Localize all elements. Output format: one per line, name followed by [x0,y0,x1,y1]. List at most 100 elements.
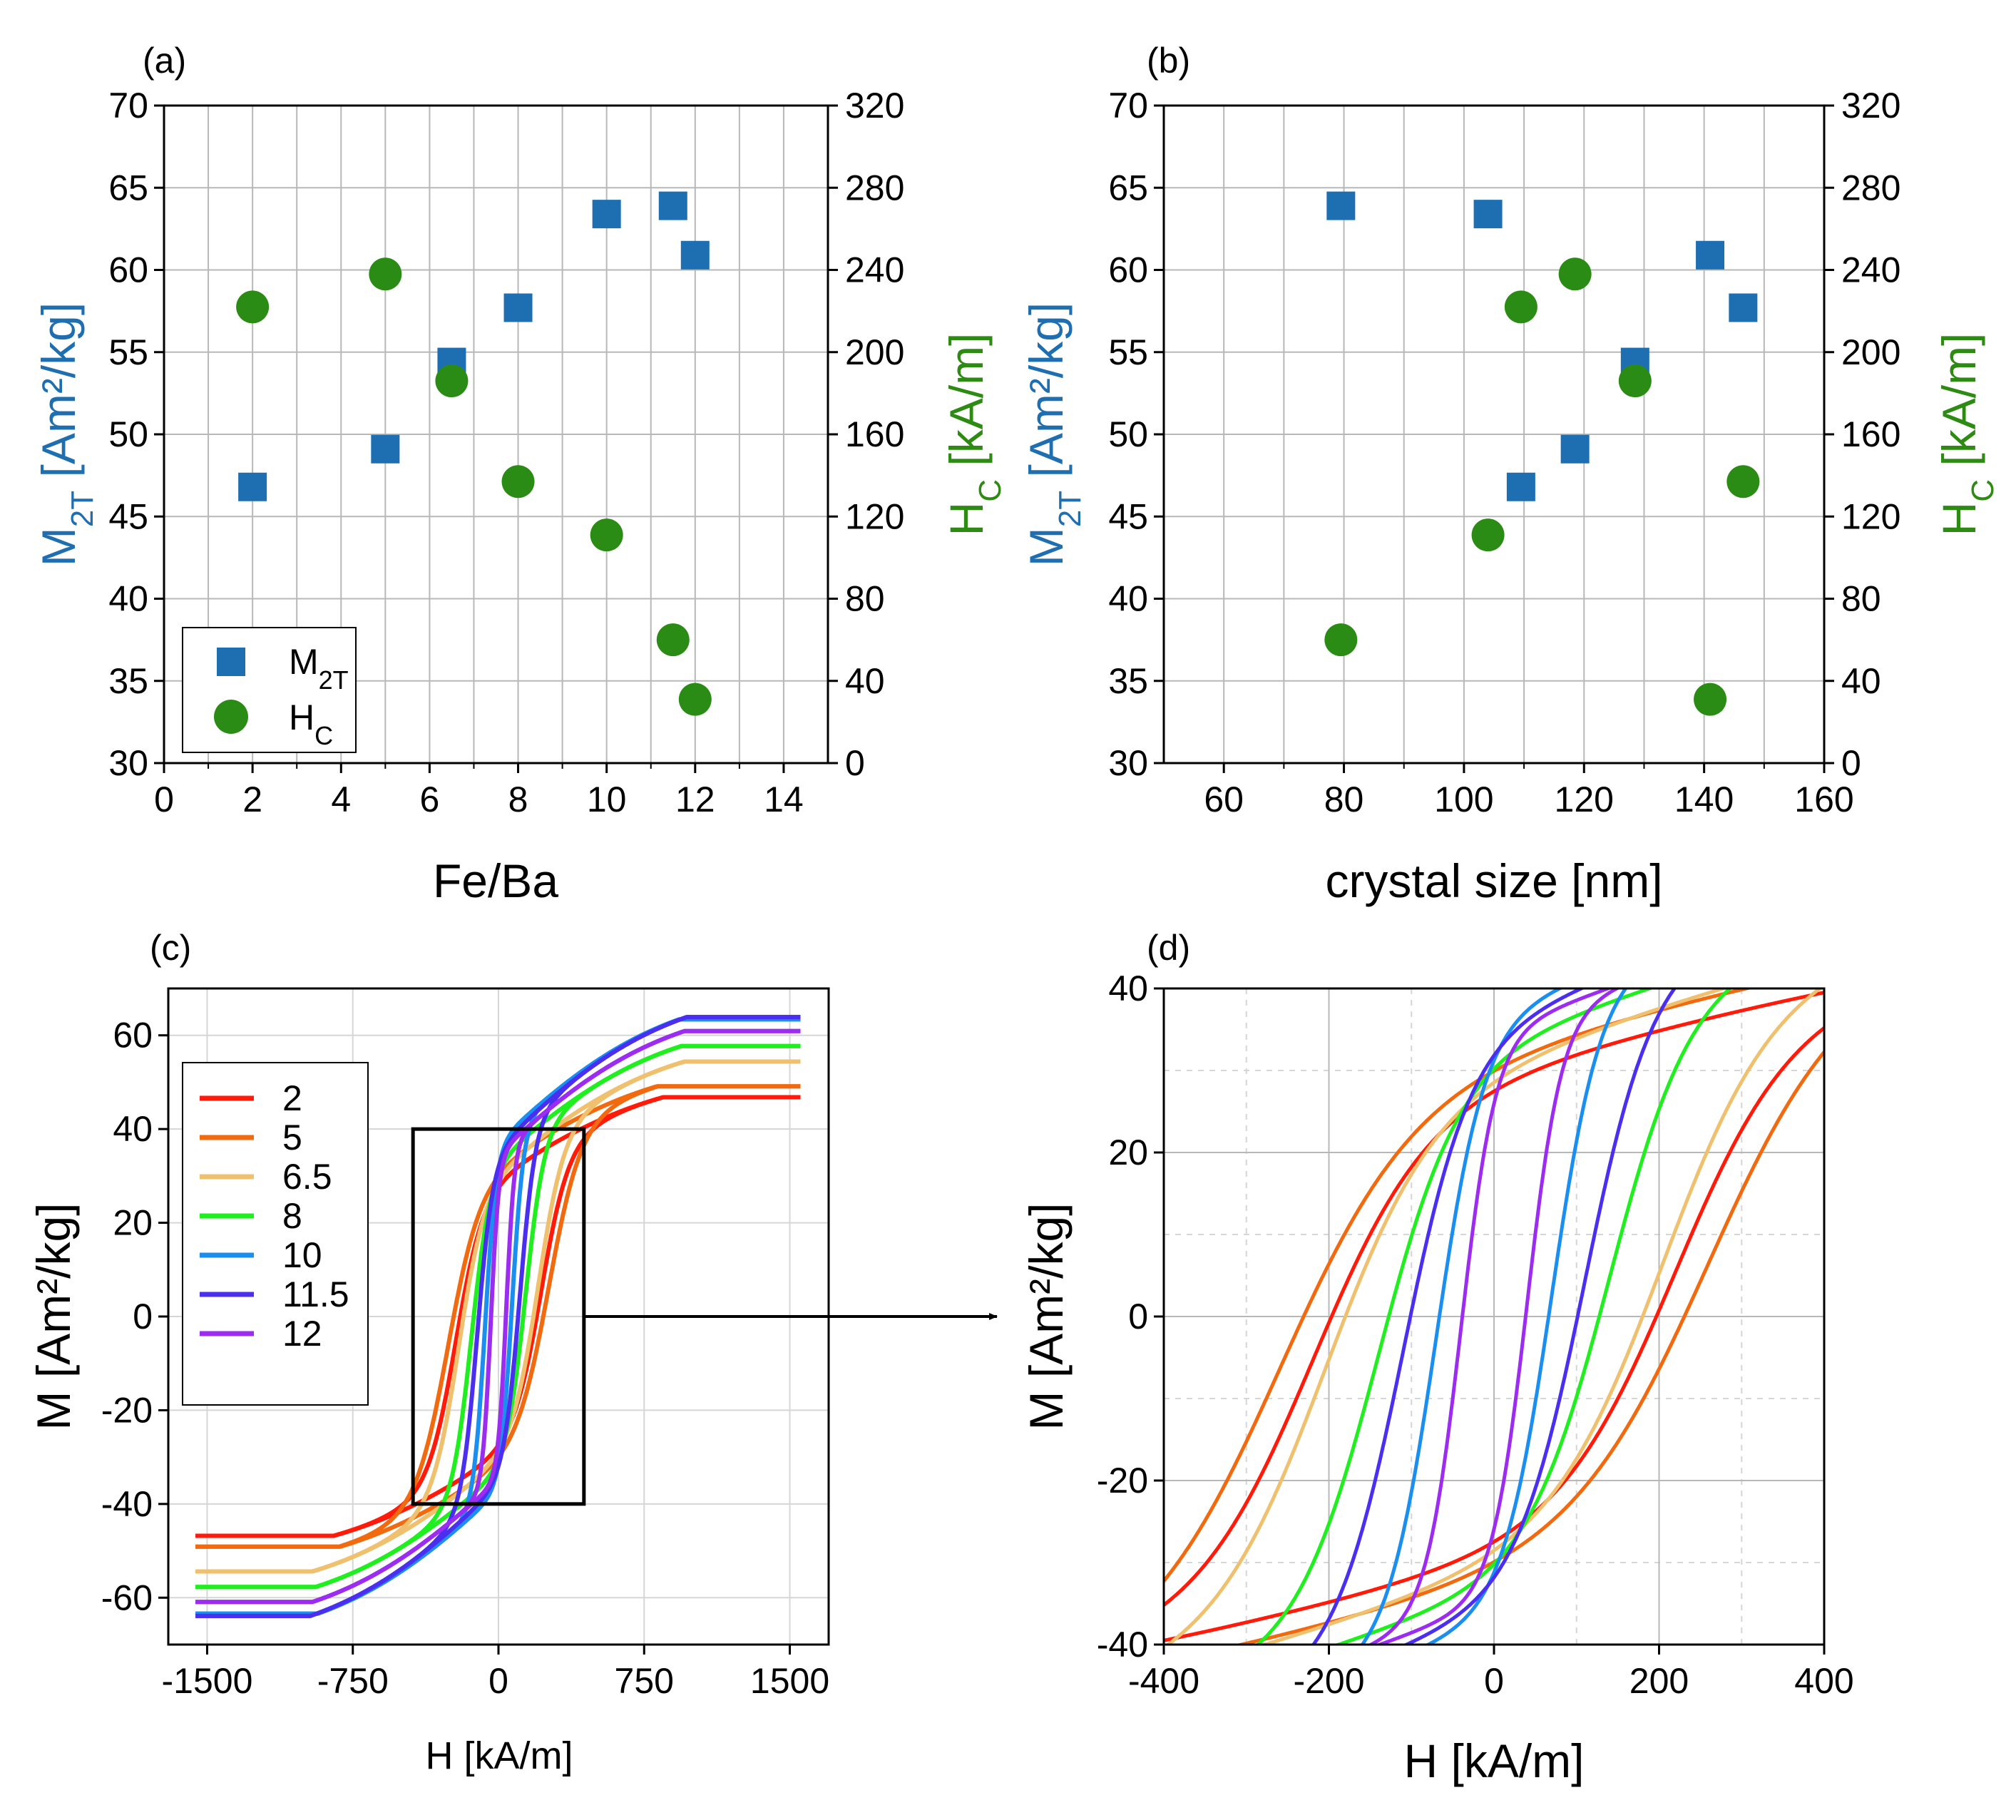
m2t-point [1506,472,1535,501]
m2t-point [1473,200,1503,229]
panel-b-marks [1324,191,1760,716]
y-right-tick-label: 120 [1841,496,1900,536]
panel-c-label: (c) [150,928,191,968]
y-left-tick-label: 40 [1108,579,1148,619]
legend-m2t-marker [217,648,245,676]
y-right-tick-label: 40 [1841,661,1881,701]
y-right-tick-label: 200 [845,332,904,372]
loop-upper-8 [1255,988,1655,1645]
x-tick-label: -400 [1128,1661,1199,1701]
hc-point [656,623,690,657]
y-left-tick-label: 70 [1108,86,1148,126]
hc-point [1324,623,1358,657]
loop-upper-6.5 [1165,988,1730,1645]
x-tick-label: 0 [1484,1661,1504,1701]
y-right-tick-label: 320 [845,86,904,126]
loop-lower-8 [1333,988,1733,1645]
panel-c-ylabel: M [Am²/kg] [27,1202,80,1430]
x-tick-label: 4 [331,779,351,819]
y-right-tick-label: 0 [845,743,865,783]
panel-d-curves [1164,988,1824,1645]
panel-b-ylabel-right: HC [kA/m] [1933,333,2000,536]
legend-label-5: 5 [282,1118,302,1157]
y-left-tick-label: 40 [108,579,148,619]
hc-point [501,465,535,499]
y-tick-label: 20 [1108,1133,1148,1172]
y-right-tick-label: 240 [1841,250,1900,290]
m2t-point [1560,434,1590,464]
legend-hc-marker [214,700,248,734]
loop-lower-12 [195,1028,801,1605]
x-tick-label: 12 [675,779,715,819]
y-right-tick-label: 160 [845,414,904,454]
x-tick-label: 400 [1794,1661,1853,1701]
x-tick-label: 0 [488,1661,508,1701]
x-tick-label: 750 [615,1661,674,1701]
loop-lower-11.5 [1402,988,1677,1645]
x-tick-label: 0 [154,779,174,819]
legend-label-6.5: 6.5 [282,1157,332,1197]
panel-d-xlabel: H [kA/m] [1403,1734,1584,1787]
m2t-point [371,434,400,464]
x-tick-label: 160 [1794,779,1853,819]
y-tick-label: 40 [113,1109,153,1149]
panel-a-grid [164,106,828,763]
loop-lower-6.5 [1258,988,1823,1645]
y-right-tick-label: 280 [845,168,904,208]
panel-a-ticks: 0 2 4 6 8 10 12 14 30 35 40 45 50 55 60 65 70 0 40 80 120 160… [108,86,904,819]
y-tick-label: -20 [1097,1461,1148,1501]
y-tick-label: -60 [101,1578,153,1617]
loop-upper-2 [1164,991,1824,1607]
legend-label-10: 10 [282,1235,322,1275]
loop-lower-2 [1164,1026,1824,1642]
hc-point [1726,465,1760,499]
x-tick-label: 60 [1204,779,1244,819]
y-right-tick-label: 200 [1841,332,1900,372]
x-tick-label: 120 [1555,779,1614,819]
y-left-tick-label: 55 [108,332,148,372]
y-right-tick-label: 280 [1841,168,1900,208]
legend-label-11.5: 11.5 [282,1274,349,1314]
m2t-point [680,240,710,270]
panel-c: (c) -1500 -750 0 750 1500 -60 -40 -20 0 20 40 60 25… [27,928,998,1777]
y-left-tick-label: 35 [108,661,148,701]
y-tick-label: 20 [113,1203,153,1243]
panel-b-ticks: 60 80 100 120 140 160 30 35 40 45 50 55 60 65 70 0 40 80 1… [1108,86,1900,819]
y-left-tick-label: 30 [1108,743,1148,783]
loop-lower-11.5 [195,1015,801,1618]
y-left-tick-label: 45 [108,496,148,536]
hc-point [1694,682,1727,716]
loop-upper-10 [1360,988,1564,1645]
legend-label-12: 12 [282,1314,322,1354]
m2t-point [1326,191,1356,220]
y-tick-label: 0 [133,1297,153,1336]
x-tick-label: 140 [1674,779,1734,819]
x-tick-label: 80 [1324,779,1364,819]
m2t-point [1729,293,1758,322]
x-tick-label: -1500 [162,1661,253,1701]
m2t-point [592,200,621,229]
panel-d-ylabel: M [Am²/kg] [1020,1202,1073,1430]
panel-a: (a) 0 2 4 6 8 10 12 14 30 35 40 45 50 55 60 65 70 0 40 80 12… [32,41,1008,907]
y-left-tick-label: 70 [108,86,148,126]
legend-label-2: 2 [282,1078,302,1118]
loop-lower-12 [1374,988,1621,1645]
y-left-tick-label: 35 [1108,661,1148,701]
panel-d-grid [1164,988,1824,1645]
hc-point [1618,364,1652,398]
panel-b-grid [1164,106,1824,763]
panel-a-legend: M2T HC [182,627,357,753]
x-tick-label: 10 [587,779,627,819]
y-right-tick-label: 160 [1841,414,1900,454]
y-tick-label: 40 [1108,968,1148,1008]
panel-c-curves [195,1015,801,1618]
y-tick-label: 0 [1128,1297,1148,1336]
panel-a-xlabel: Fe/Ba [433,854,558,907]
hc-point [590,518,623,552]
y-right-tick-label: 320 [1841,86,1900,126]
loop-upper-12 [1367,988,1614,1645]
loop-lower-10 [1424,988,1628,1645]
x-tick-label: 6 [419,779,439,819]
